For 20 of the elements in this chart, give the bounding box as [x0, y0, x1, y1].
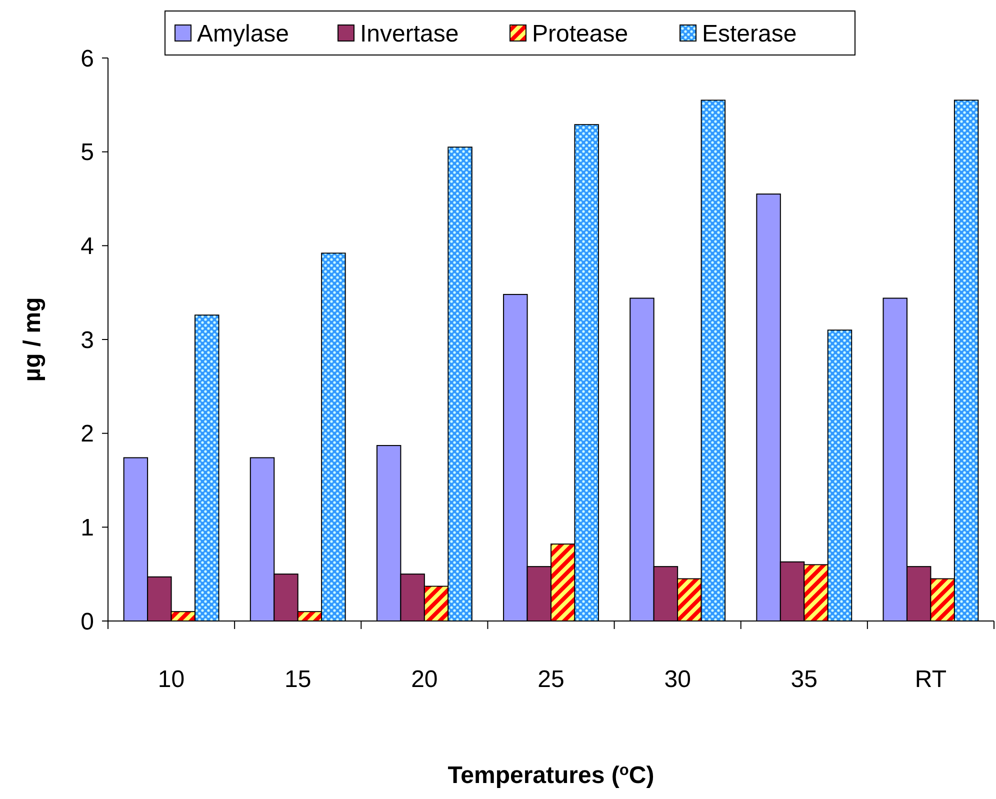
y-tick-label: 0 — [80, 608, 94, 636]
x-tick-label: 15 — [284, 666, 312, 693]
legend-label: Amylase — [197, 20, 290, 48]
legend-label: Esterase — [702, 20, 797, 48]
x-tick-label: 10 — [158, 666, 185, 693]
y-tick-label: 3 — [80, 326, 94, 354]
y-tick-label: 5 — [80, 139, 94, 166]
x-axis-title: Temperatures ($^{o}$C) — [448, 762, 654, 789]
x-tick-label: RT — [914, 666, 947, 693]
x-tick-label: 35 — [790, 666, 818, 693]
x-tick-label: 30 — [664, 666, 691, 693]
x-tick-label: 25 — [538, 666, 564, 693]
y-tick-label: 4 — [80, 233, 94, 260]
y-tick-label: 6 — [80, 45, 94, 72]
legend-label: Invertase — [360, 20, 459, 48]
y-tick-label: 1 — [80, 514, 94, 542]
x-tick-label: 20 — [411, 666, 438, 693]
y-tick-label: 2 — [80, 420, 94, 448]
y-axis-title: µg / mg — [19, 297, 46, 382]
legend-label: Protease — [532, 20, 628, 48]
